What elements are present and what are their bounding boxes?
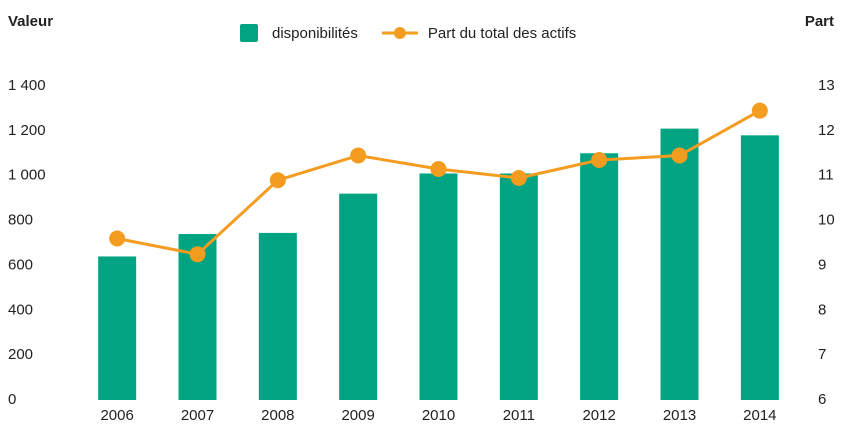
x-tick-label: 2007 (181, 407, 214, 424)
y2-tick-label: 7 (818, 346, 826, 363)
line-point (189, 246, 206, 263)
y-tick-label: 1 400 (8, 77, 46, 94)
bar (740, 135, 779, 401)
y-tick-label: 600 (8, 256, 33, 273)
x-tick-label: 2009 (341, 407, 374, 424)
y2-tick-label: 11 (818, 167, 834, 184)
bar (258, 232, 297, 400)
line-point (591, 152, 608, 169)
y-axis-label: Valeur (8, 13, 53, 30)
x-tick-label: 2011 (503, 407, 535, 424)
x-tick-label: 2013 (663, 407, 696, 424)
line-point (109, 230, 126, 247)
bar (660, 128, 699, 400)
legend-label: disponibilités (272, 25, 358, 42)
line-point (671, 147, 688, 164)
y-tick-label: 200 (8, 346, 33, 363)
line-point (510, 169, 527, 186)
line-point (350, 147, 367, 164)
y2-axis-label: Part (805, 13, 834, 30)
line-point (751, 102, 768, 119)
x-tick-label: 2014 (743, 407, 776, 424)
y2-tick-label: 12 (818, 122, 835, 139)
x-tick-label: 2010 (422, 407, 455, 424)
legend-label: Part du total des actifs (428, 25, 576, 42)
y2-tick-label: 13 (818, 77, 835, 94)
y-tick-label: 1 000 (8, 167, 46, 184)
y-tick-label: 400 (8, 301, 33, 318)
y2-tick-label: 9 (818, 256, 826, 273)
legend-swatch (393, 27, 406, 39)
x-tick-label: 2008 (261, 407, 294, 424)
legend-swatch (240, 24, 258, 42)
y-tick-label: 1 200 (8, 122, 46, 139)
y-tick-label: 0 (8, 391, 16, 408)
bar (98, 256, 137, 400)
line-point (430, 160, 447, 177)
y2-tick-label: 6 (818, 391, 826, 408)
y2-tick-label: 10 (818, 212, 835, 229)
y2-tick-label: 8 (818, 301, 826, 318)
x-tick-label: 2006 (100, 407, 133, 424)
x-tick-label: 2012 (582, 407, 615, 424)
bar (419, 173, 458, 400)
y-tick-label: 800 (8, 212, 33, 229)
line-point (269, 172, 286, 189)
bar (580, 153, 619, 400)
bar (499, 173, 538, 400)
bar (339, 193, 378, 400)
